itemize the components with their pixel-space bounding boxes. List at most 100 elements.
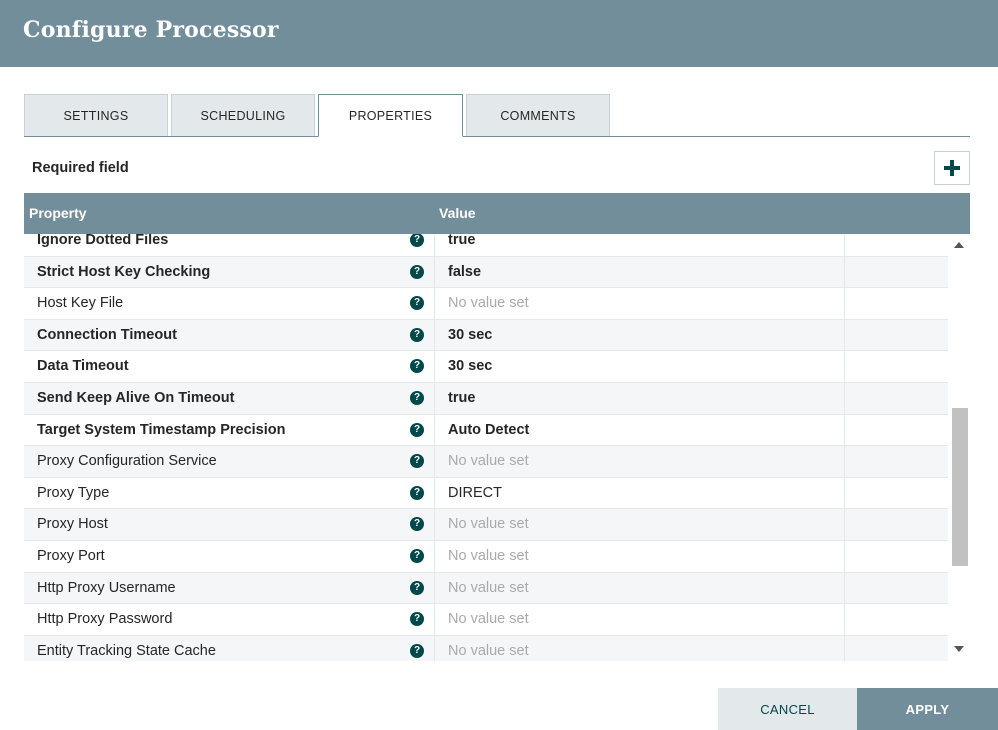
column-divider [844, 414, 845, 446]
tab-properties[interactable]: PROPERTIES [318, 94, 463, 137]
column-divider [844, 351, 845, 382]
scroll-thumb[interactable] [952, 408, 968, 566]
question-circle-icon[interactable]: ? [410, 485, 424, 500]
column-divider [844, 540, 845, 572]
plus-icon [944, 160, 960, 176]
property-value[interactable]: 30 sec [448, 326, 493, 343]
question-circle-icon[interactable]: ? [410, 390, 424, 405]
properties-table: Property Value Ignore Dotted Files? true S… [24, 193, 970, 661]
question-circle-icon[interactable]: ? [410, 580, 424, 595]
property-name: Strict Host Key Checking [37, 263, 211, 280]
tab-bar: SETTINGS SCHEDULING PROPERTIES COMMENTS [24, 94, 970, 137]
table-row[interactable]: Strict Host Key Checking? false [24, 256, 948, 289]
table-row[interactable]: Http Proxy Password? No value set [24, 604, 948, 636]
property-name: Host Key File [37, 295, 124, 312]
column-divider [434, 604, 435, 635]
property-value[interactable]: Auto Detect [448, 421, 530, 438]
column-header-property[interactable]: Property [29, 205, 87, 221]
tab-settings[interactable]: SETTINGS [24, 94, 168, 136]
column-divider [434, 446, 435, 477]
table-row[interactable]: Proxy Host? No value set [24, 509, 948, 541]
property-name: Ignore Dotted Files [37, 234, 169, 248]
column-divider [844, 635, 845, 661]
table-body: Ignore Dotted Files? true Strict Host Key … [24, 234, 948, 661]
property-value[interactable]: DIRECT [448, 484, 502, 501]
column-divider [844, 382, 845, 414]
property-name: Target System Timestamp Precision [37, 421, 286, 438]
property-value[interactable]: No value set [448, 295, 529, 312]
question-circle-icon[interactable]: ? [410, 264, 424, 279]
column-divider [844, 604, 845, 635]
property-name: Entity Tracking State Cache [37, 642, 216, 659]
apply-button[interactable]: APPLY [857, 688, 998, 730]
property-value[interactable]: No value set [448, 516, 529, 533]
property-name: Proxy Type [37, 484, 110, 501]
table-row[interactable]: Proxy Type? DIRECT [24, 477, 948, 510]
table-row[interactable]: Connection Timeout? 30 sec [24, 319, 948, 352]
property-name: Connection Timeout [37, 326, 177, 343]
column-divider [434, 256, 435, 288]
tab-comments[interactable]: COMMENTS [466, 94, 610, 136]
column-divider [434, 540, 435, 572]
question-circle-icon[interactable]: ? [410, 643, 424, 658]
property-value[interactable]: No value set [448, 547, 529, 564]
table-row[interactable]: Entity Tracking State Cache? No value set [24, 635, 948, 661]
question-circle-icon[interactable]: ? [410, 327, 424, 342]
property-name: Proxy Configuration Service [37, 453, 217, 470]
scroll-down-arrow-icon[interactable] [954, 646, 964, 652]
table-row[interactable]: Http Proxy Username? No value set [24, 572, 948, 605]
column-divider [844, 256, 845, 288]
table-row[interactable]: Proxy Configuration Service? No value set [24, 446, 948, 478]
property-value[interactable]: No value set [448, 611, 529, 628]
column-divider [844, 234, 845, 256]
property-name: Proxy Port [37, 547, 105, 564]
add-property-button[interactable] [934, 151, 970, 185]
property-name: Http Proxy Password [37, 611, 173, 628]
table-row[interactable]: Data Timeout? 30 sec [24, 351, 948, 383]
table-row[interactable]: Send Keep Alive On Timeout? true [24, 382, 948, 415]
question-circle-icon[interactable]: ? [410, 422, 424, 437]
tab-scheduling[interactable]: SCHEDULING [171, 94, 315, 136]
property-value[interactable]: false [448, 263, 482, 280]
column-divider [844, 572, 845, 604]
column-divider [434, 477, 435, 509]
column-divider [434, 234, 435, 256]
table-row[interactable]: Host Key File? No value set [24, 288, 948, 320]
vertical-scrollbar[interactable] [950, 234, 968, 661]
property-value[interactable]: true [448, 234, 476, 248]
table-row[interactable]: Target System Timestamp Precision? Auto D… [24, 414, 948, 447]
question-circle-icon[interactable]: ? [410, 234, 424, 247]
table-row[interactable]: Ignore Dotted Files? true [24, 234, 948, 257]
dialog-title: Configure Processor [23, 17, 279, 43]
column-divider [844, 446, 845, 477]
property-value[interactable]: No value set [448, 642, 529, 659]
question-circle-icon[interactable]: ? [410, 454, 424, 469]
question-circle-icon[interactable]: ? [410, 359, 424, 374]
property-value[interactable]: No value set [448, 453, 529, 470]
scroll-up-arrow-icon[interactable] [954, 242, 964, 248]
cancel-button[interactable]: CANCEL [718, 688, 857, 730]
dialog-header: Configure Processor [0, 0, 998, 67]
column-divider [434, 414, 435, 446]
column-divider [434, 572, 435, 604]
table-header: Property Value [24, 193, 970, 234]
column-divider [434, 351, 435, 382]
question-circle-icon[interactable]: ? [410, 517, 424, 532]
property-name: Http Proxy Username [37, 579, 176, 596]
column-divider [844, 477, 845, 509]
question-circle-icon[interactable]: ? [410, 296, 424, 311]
property-value[interactable]: true [448, 389, 476, 406]
column-divider [434, 319, 435, 351]
property-value[interactable]: 30 sec [448, 358, 493, 375]
question-circle-icon[interactable]: ? [410, 612, 424, 627]
column-header-value[interactable]: Value [439, 205, 476, 221]
property-value[interactable]: No value set [448, 579, 529, 596]
property-name: Proxy Host [37, 516, 108, 533]
column-divider [434, 509, 435, 540]
column-divider [844, 288, 845, 319]
column-divider [434, 635, 435, 661]
question-circle-icon[interactable]: ? [410, 548, 424, 563]
property-name: Send Keep Alive On Timeout [37, 389, 235, 406]
table-row[interactable]: Proxy Port? No value set [24, 540, 948, 573]
